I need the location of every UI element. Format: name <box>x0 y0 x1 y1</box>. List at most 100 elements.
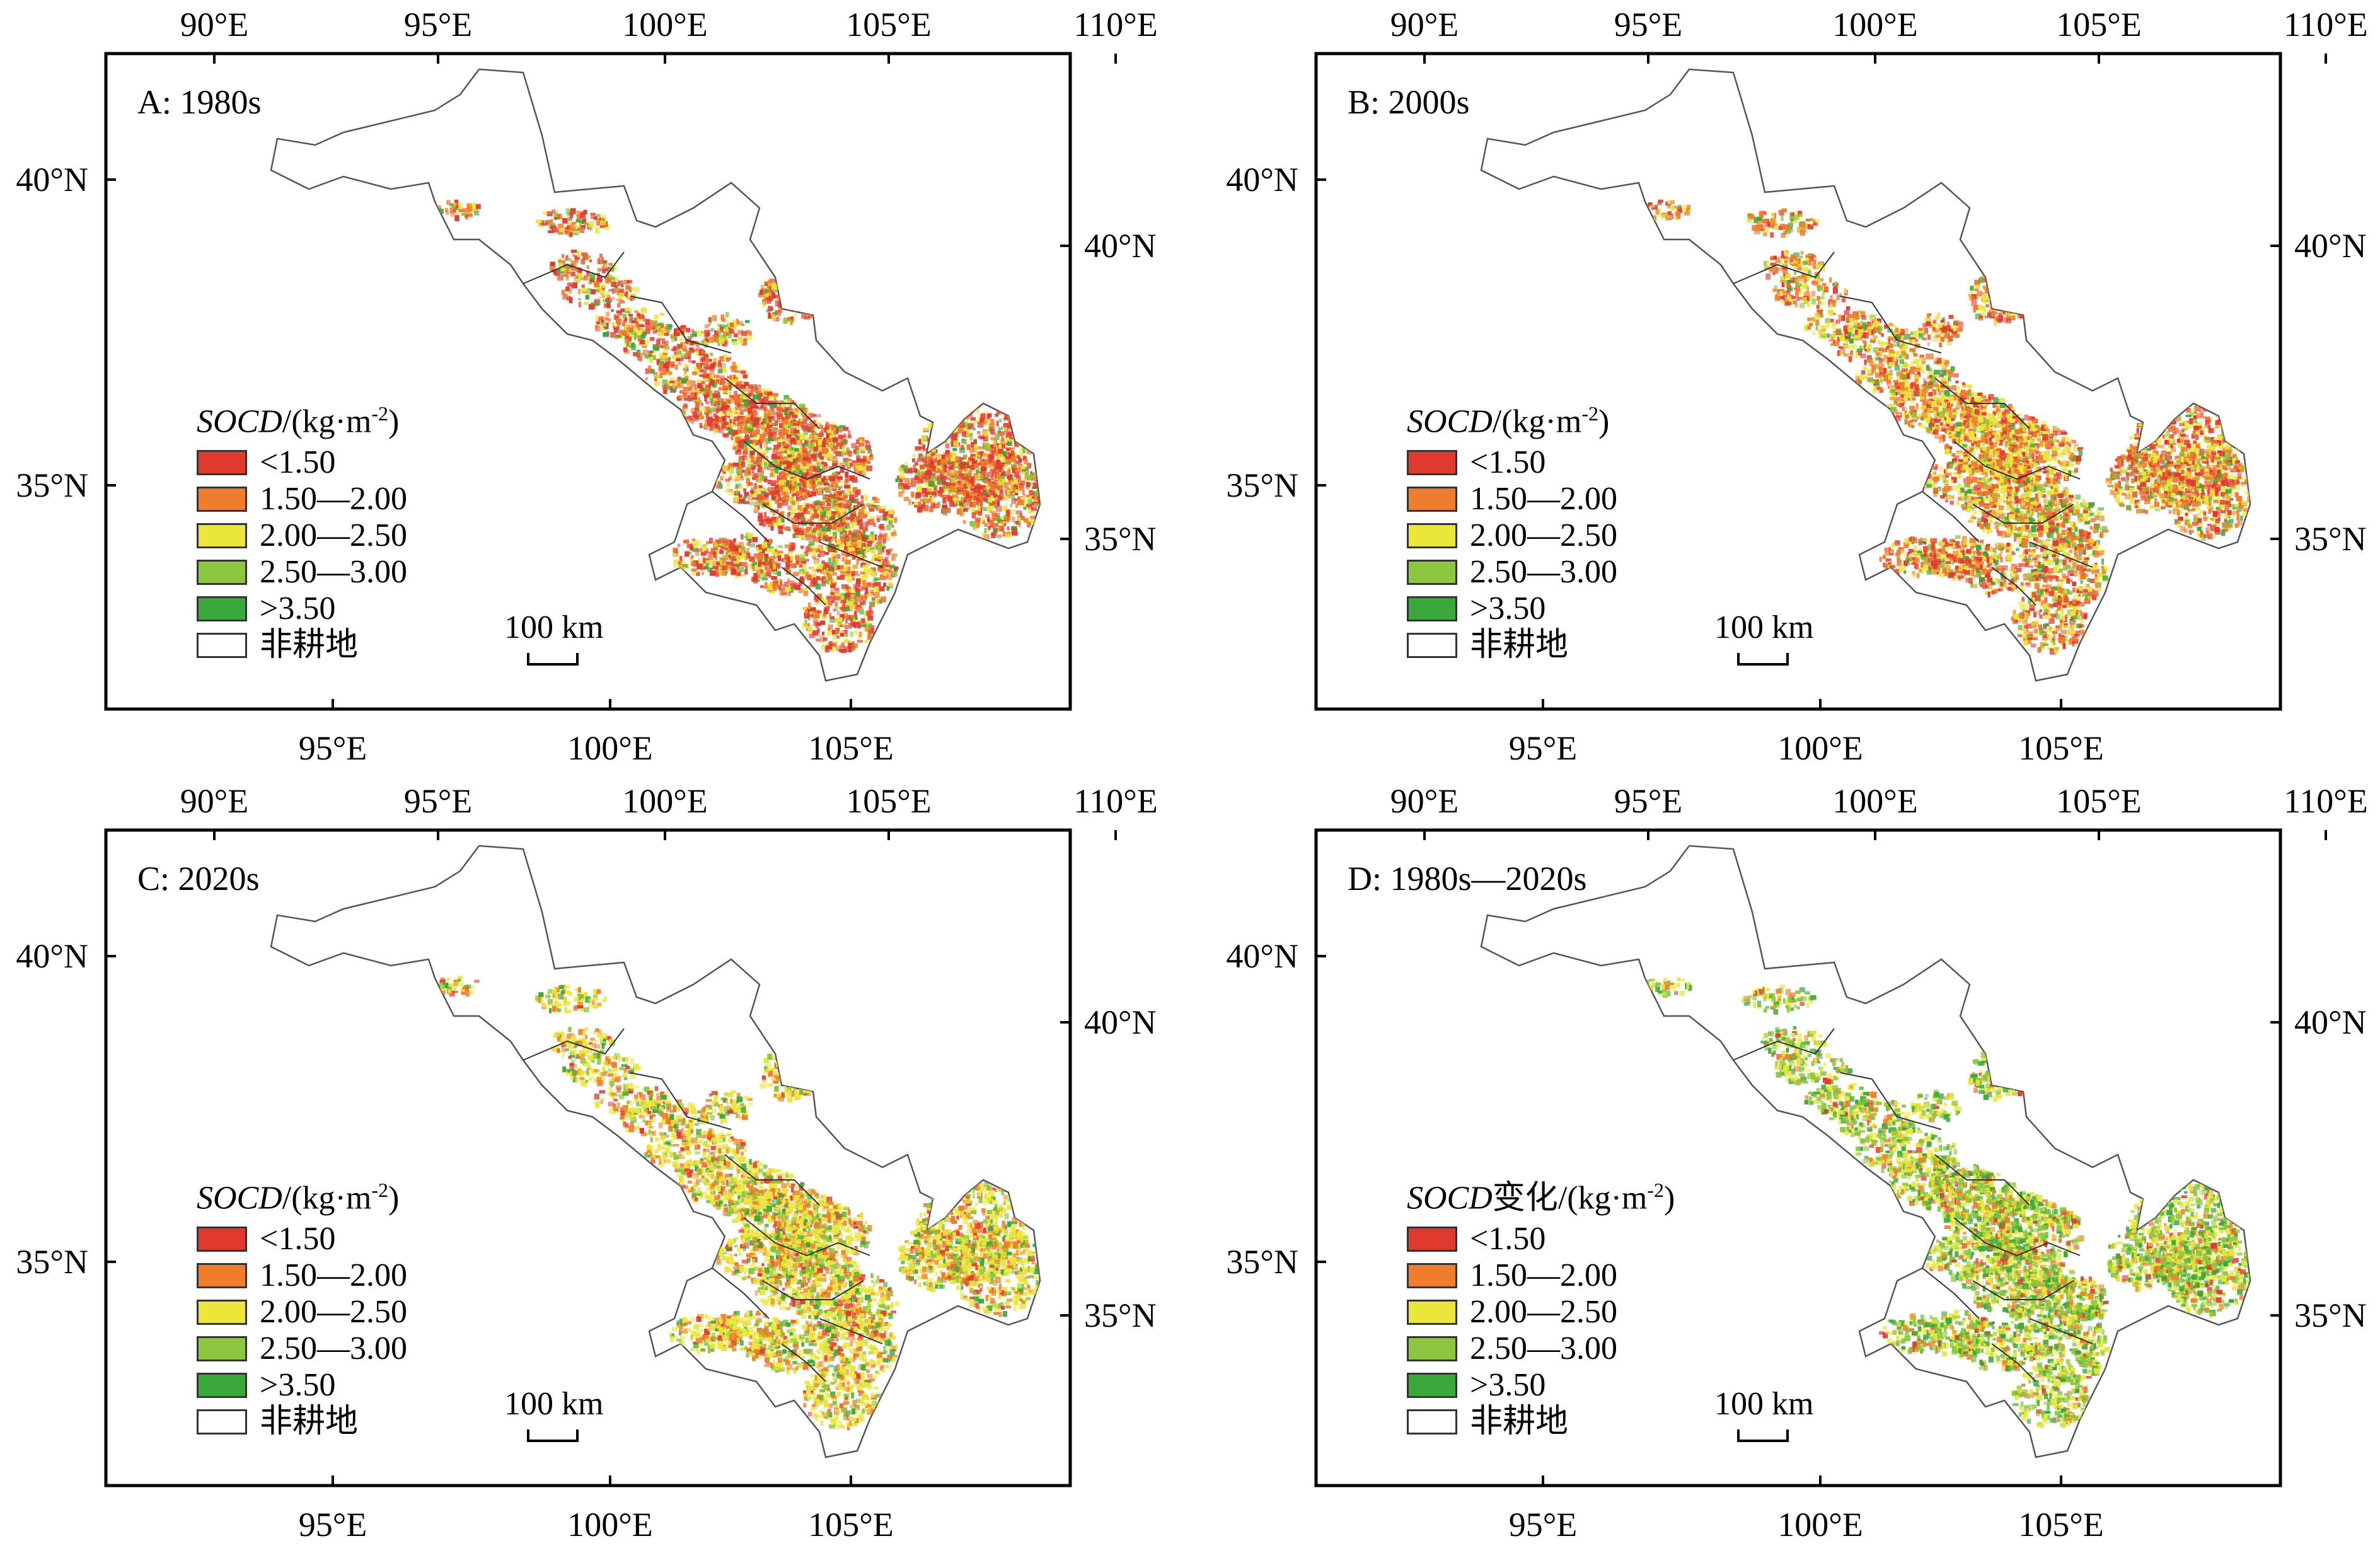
legend-item: <1.50 <box>197 1221 407 1257</box>
legend-swatch <box>197 1336 247 1362</box>
scale-bar-line <box>1737 653 1789 666</box>
panel-title: C: 2020s <box>137 862 260 896</box>
right-latitude-label: 40°N <box>1084 229 1157 263</box>
top-longitude-label: 105°E <box>846 8 932 42</box>
scale-bar-label: 100 km <box>504 611 603 644</box>
legend-swatch <box>197 633 247 659</box>
top-longitude-label: 110°E <box>2284 8 2368 42</box>
city-boundary <box>1953 1217 2081 1257</box>
bottom-longitude-label: 100°E <box>567 731 653 765</box>
legend-item: >3.50 <box>1407 1367 1675 1404</box>
top-longitude-label: 100°E <box>622 784 708 818</box>
top-longitude-label: 100°E <box>1832 784 1918 818</box>
right-latitude-label: 40°N <box>2294 1005 2367 1039</box>
legend-label: 非耕地 <box>1470 629 1568 662</box>
map-canvas <box>104 52 1117 711</box>
city-boundary <box>1953 441 2081 480</box>
legend-label: 2.50—3.00 <box>1470 556 1617 589</box>
legend-title: SOCD/(kg·m-2) <box>1407 403 1617 438</box>
legend-item: 2.00—2.50 <box>1407 517 1617 554</box>
bottom-longitude-label: 95°E <box>1509 1508 1578 1542</box>
legend-item: >3.50 <box>197 591 407 627</box>
top-longitude-label: 95°E <box>1614 8 1683 42</box>
bottom-longitude-label: 100°E <box>1777 1508 1863 1542</box>
socd-cropland-pixels <box>366 976 1040 1430</box>
legend-label: 非耕地 <box>1470 1406 1568 1438</box>
scale-bar: 100 km <box>1714 611 1813 666</box>
legend-swatch <box>1407 633 1457 659</box>
top-longitude-label: 90°E <box>180 784 249 818</box>
legend-label: 2.00—2.50 <box>1470 519 1617 552</box>
city-boundary <box>743 1217 870 1257</box>
scale-bar-line <box>527 653 579 666</box>
scale-bar-label: 100 km <box>1714 1388 1813 1421</box>
legend-label: 2.00—2.50 <box>260 519 407 552</box>
legend-label: 非耕地 <box>260 1406 358 1438</box>
city-boundary <box>2029 541 2093 568</box>
city-boundary <box>724 378 820 429</box>
legend-label: 1.50—2.00 <box>1470 483 1617 516</box>
legend-label: 非耕地 <box>260 629 358 662</box>
legend-label: 1.50—2.00 <box>260 483 407 516</box>
legend-item: 1.50—2.00 <box>197 481 407 517</box>
map-panel-b: 90°E 95°E 100°E 105°E 110°E 95°E 100°E 105°E 40°… <box>1210 0 2380 776</box>
legend-label: <1.50 <box>260 446 335 479</box>
bottom-longitude-label: 100°E <box>1777 731 1863 765</box>
legend-swatch <box>1407 1300 1457 1325</box>
city-boundary <box>743 441 870 480</box>
city-boundary <box>762 504 864 524</box>
scale-bar: 100 km <box>504 1388 603 1442</box>
scale-bar: 100 km <box>504 611 603 666</box>
bottom-longitude-label: 95°E <box>1509 731 1578 765</box>
top-longitude-label: 95°E <box>1614 784 1683 818</box>
legend-swatch <box>1407 523 1457 549</box>
legend: SOCD/(kg·m-2) <1.50 1.50—2.00 2.00—2.50 2.50… <box>197 1180 407 1440</box>
left-latitude-label: 40°N <box>1226 163 1298 197</box>
legend-title: SOCD变化/(kg·m-2) <box>1407 1180 1675 1215</box>
top-longitude-label: 95°E <box>404 8 473 42</box>
top-longitude-label: 90°E <box>1390 8 1459 42</box>
top-longitude-label: 105°E <box>2056 784 2142 818</box>
city-boundary <box>1972 504 2074 524</box>
left-latitude-label: 40°N <box>16 163 88 197</box>
scale-bar: 100 km <box>1714 1388 1813 1442</box>
city-boundary <box>1922 1267 1980 1319</box>
legend-swatch <box>197 1263 247 1289</box>
city-boundary <box>762 1280 864 1300</box>
city-boundary <box>712 1267 770 1319</box>
legend-label: <1.50 <box>1470 446 1545 479</box>
right-latitude-label: 40°N <box>2294 229 2367 263</box>
city-boundary <box>1991 1343 2036 1382</box>
legend-label: 1.50—2.00 <box>260 1259 407 1292</box>
top-longitude-label: 105°E <box>2056 8 2142 42</box>
top-longitude-label: 95°E <box>404 784 473 818</box>
top-longitude-label: 90°E <box>180 8 249 42</box>
legend-swatch <box>1407 450 1457 476</box>
map-panel-c: 90°E 95°E 100°E 105°E 110°E 95°E 100°E 105°E 40°… <box>0 776 1210 1553</box>
city-boundary <box>781 1343 826 1382</box>
legend-item: 2.50—3.00 <box>197 1331 407 1367</box>
legend-swatch <box>197 1300 247 1325</box>
legend-swatch <box>197 1409 247 1435</box>
bottom-longitude-label: 105°E <box>2018 1508 2104 1542</box>
bottom-longitude-label: 105°E <box>808 731 894 765</box>
legend-swatch <box>1407 596 1457 622</box>
right-latitude-label: 35°N <box>2294 522 2367 556</box>
legend: SOCD变化/(kg·m-2) <1.50 1.50—2.00 2.00—2.50 2.… <box>1407 1180 1675 1440</box>
legend-swatch <box>197 1227 247 1252</box>
left-latitude-label: 35°N <box>16 1245 88 1279</box>
legend-label: 2.00—2.50 <box>1470 1296 1617 1329</box>
legend-item: 2.50—3.00 <box>197 554 407 591</box>
legend-label: 2.50—3.00 <box>260 1332 407 1365</box>
legend-swatch <box>197 450 247 476</box>
socd-cropland-pixels <box>1578 199 2250 655</box>
legend-item: <1.50 <box>1407 444 1617 481</box>
right-latitude-label: 35°N <box>1084 1298 1157 1332</box>
legend-item: 2.00—2.50 <box>1407 1294 1675 1331</box>
map-canvas <box>104 828 1117 1487</box>
scale-bar-label: 100 km <box>1714 611 1813 644</box>
left-latitude-label: 35°N <box>1226 1245 1298 1279</box>
panel-title: A: 1980s <box>137 85 262 119</box>
legend-item: >3.50 <box>1407 591 1617 627</box>
legend-swatch <box>197 596 247 622</box>
